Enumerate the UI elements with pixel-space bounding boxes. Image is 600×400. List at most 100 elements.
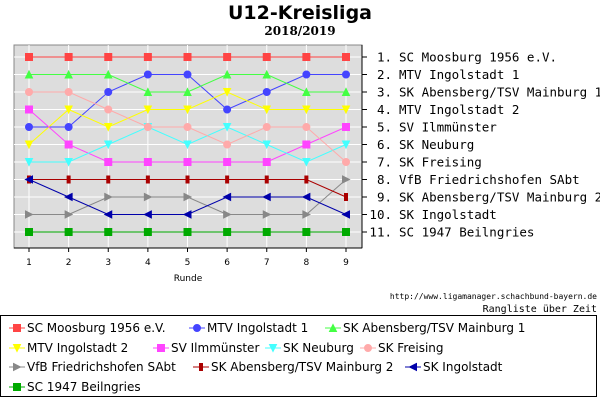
data-point [262, 140, 272, 150]
data-point [262, 105, 272, 115]
data-point [223, 228, 232, 236]
data-point [262, 53, 271, 61]
series-2 [25, 70, 350, 131]
legend-marker [13, 362, 22, 372]
x-tick-label: 7 [264, 258, 270, 268]
x-tick-label: 6 [224, 258, 230, 268]
rank-label: 7. SK Freising [377, 155, 482, 170]
data-point [64, 123, 73, 131]
rank-label: 11. SC 1947 Beilngries [369, 225, 534, 240]
data-point [183, 140, 192, 150]
data-point [341, 87, 351, 96]
data-point [185, 175, 190, 184]
legend-marker [13, 382, 21, 391]
legend-swatch [405, 362, 421, 372]
rank-label: 1. SC Moosburg 1956 e.V. [377, 50, 557, 65]
data-point [342, 70, 350, 79]
data-point [223, 210, 232, 219]
legend-marker [199, 363, 203, 371]
data-point [25, 53, 33, 61]
series-11 [25, 228, 350, 236]
legend-swatch [9, 382, 25, 391]
data-point [302, 140, 311, 149]
data-point [304, 175, 309, 184]
x-tick-label: 9 [343, 258, 349, 268]
x-tick-label: 8 [304, 258, 310, 268]
data-point [64, 228, 73, 236]
data-point [104, 158, 113, 166]
data-point [66, 175, 71, 184]
data-point [25, 88, 33, 96]
legend-swatch [265, 343, 281, 353]
data-point [223, 158, 232, 166]
data-point [344, 193, 348, 201]
legend-marker [157, 343, 165, 352]
legend-swatch [9, 324, 25, 332]
data-point [222, 69, 232, 79]
series-1 [25, 53, 350, 61]
rank-label: 10. SK Ingolstadt [369, 207, 496, 222]
data-point [64, 88, 73, 96]
series-3 [24, 69, 351, 96]
data-point [222, 88, 232, 97]
legend-swatch [9, 343, 25, 353]
data-point [302, 70, 311, 79]
data-point [145, 175, 150, 184]
legend-swatch [9, 362, 25, 372]
data-point [24, 140, 34, 150]
data-point [183, 105, 192, 115]
series-8 [25, 175, 351, 219]
series-6 [24, 123, 351, 167]
footer-caption: Rangliste über Zeit [482, 304, 597, 315]
series-5 [25, 105, 350, 166]
legend-label: SK Abensberg/TSV Mainburg 1 [343, 321, 526, 335]
data-point [64, 69, 73, 79]
data-point [183, 228, 192, 236]
data-point [64, 53, 73, 61]
data-point [342, 175, 351, 184]
line-chart: 1 2 3 4 5 6 7 8 9 Runde 1. SC Moosburg 1956 e.V. 2. M… [13, 44, 600, 284]
data-point [143, 123, 152, 131]
data-point [25, 123, 33, 131]
data-point [24, 69, 34, 79]
data-point [302, 87, 311, 96]
legend-swatch [193, 363, 209, 371]
data-point [342, 228, 350, 236]
data-point [183, 192, 193, 202]
data-point [183, 87, 192, 96]
rank-label: 2. MTV Ingolstadt 1 [377, 67, 519, 82]
legend-marker [193, 324, 201, 332]
legend-label: MTV Ingolstadt 1 [207, 321, 309, 335]
data-point [223, 105, 232, 114]
data-point [182, 210, 192, 219]
data-point [106, 175, 111, 184]
data-point [143, 70, 152, 79]
data-point [25, 210, 34, 219]
source-url[interactable]: http://www.ligamanager.schachbund-bayern… [389, 292, 597, 301]
data-point [302, 123, 311, 131]
legend-label: VfB Friedrichshofen SAbt [27, 360, 176, 374]
data-point [103, 210, 113, 219]
data-point [64, 192, 73, 202]
rank-label: 8. VfB Friedrichshofen SAbt [377, 172, 580, 187]
legend-label: SK Ingolstadt [423, 360, 503, 374]
data-point [302, 228, 311, 236]
data-point [302, 210, 311, 219]
data-point [64, 105, 73, 115]
legend-label: SC Moosburg 1956 e.V. [27, 321, 166, 335]
data-point [143, 192, 153, 202]
data-point [262, 158, 271, 166]
data-point [104, 192, 113, 202]
data-point [24, 175, 33, 184]
chart-subtitle: 2018/2019 [264, 24, 336, 38]
legend-marker [13, 324, 21, 332]
legend-label: SK Abensberg/TSV Mainburg 2 [211, 360, 394, 374]
legend-marker [408, 362, 417, 372]
data-point [64, 210, 74, 219]
chart-title: U12-Kreisliga [227, 2, 372, 24]
data-point [262, 123, 271, 131]
legend-swatch [360, 343, 376, 352]
rank-label: 3. SK Abensberg/TSV Mainburg 1 [377, 85, 600, 100]
data-point [183, 123, 192, 131]
legend-swatch [153, 343, 169, 352]
